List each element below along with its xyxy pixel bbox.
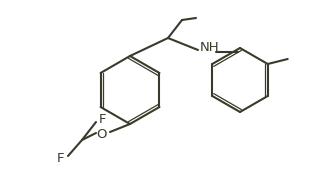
Text: O: O [97,127,107,140]
Text: F: F [57,153,65,166]
Text: F: F [99,113,107,126]
Text: NH: NH [200,41,220,54]
